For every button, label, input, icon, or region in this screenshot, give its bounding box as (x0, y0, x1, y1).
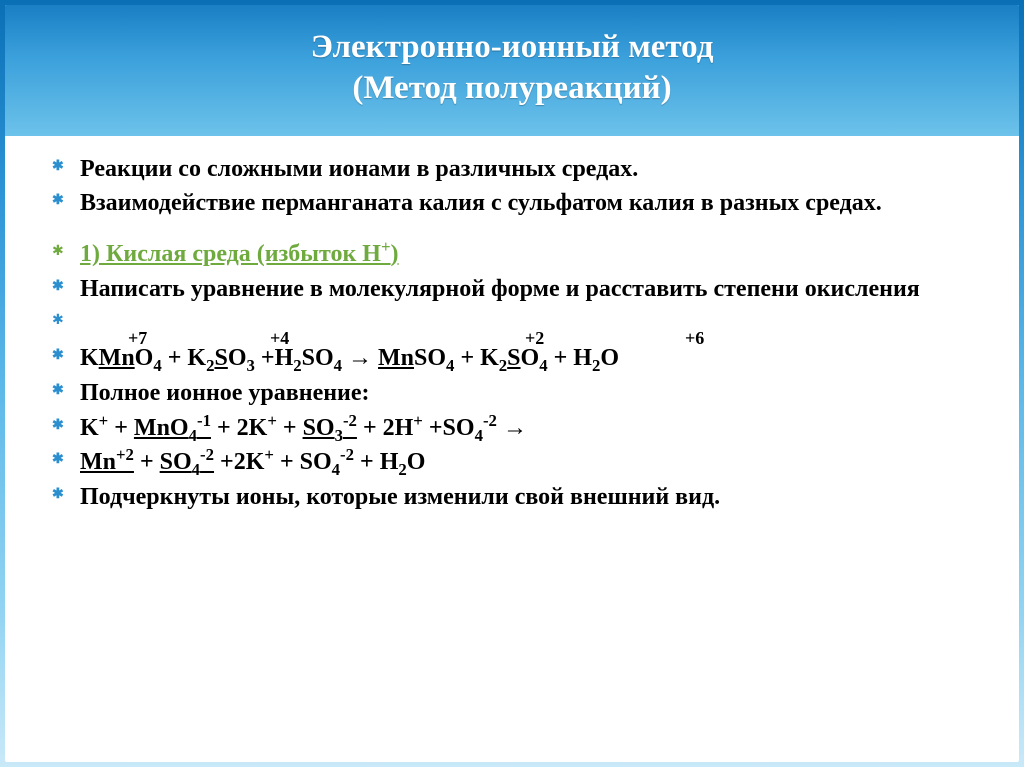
bullet-underlined-note: Подчеркнуты ионы, которые изменили свой … (80, 482, 959, 513)
bullet-ionic-rhs: Mn+2 + SO4-2 +2K+ + SO4-2 + H2O (80, 447, 959, 478)
bullet-intro-1: Реакции со сложными ионами в различных с… (80, 154, 959, 185)
bullet-write-eq: Написать уравнение в молекулярной форме … (80, 274, 959, 305)
ox-s6: +6 (685, 327, 704, 350)
slide-inner: Электронно-ионный метод (Метод полуреакц… (5, 5, 1019, 762)
slide-content: Реакции со сложными ионами в различных с… (5, 136, 1019, 527)
acid-heading-suffix: ) (391, 241, 399, 267)
title-line-1: Электронно-ионный метод (45, 27, 979, 68)
ox-mn7: +7 (128, 327, 147, 350)
bullet-molecular-eq: +7 +4 +2 +6 KMnO4 + K2SO3 +H2SO4 → MnSO4… (80, 343, 959, 374)
ox-mn2: +2 (525, 327, 544, 350)
bullet-ionic-lhs: K+ + MnO4-1 + 2K+ + SO3-2 + 2H+ +SO4-2 → (80, 413, 959, 444)
title-line-2: (Метод полуреакций) (45, 68, 979, 109)
slide-title: Электронно-ионный метод (Метод полуреакц… (5, 5, 1019, 136)
bullet-full-ionic-label: Полное ионное уравнение: (80, 378, 959, 409)
slide-frame: Электронно-ионный метод (Метод полуреакц… (0, 0, 1024, 767)
acid-heading-prefix: 1) Кислая среда (избыток H (80, 241, 381, 267)
bullet-intro-2: Взаимодействие перманганата калия с суль… (80, 188, 959, 219)
bullet-acid-heading: 1) Кислая среда (избыток H+) (80, 239, 959, 270)
bullet-empty (80, 308, 959, 339)
ox-s4: +4 (270, 327, 289, 350)
h-plus-sup: + (381, 237, 391, 256)
